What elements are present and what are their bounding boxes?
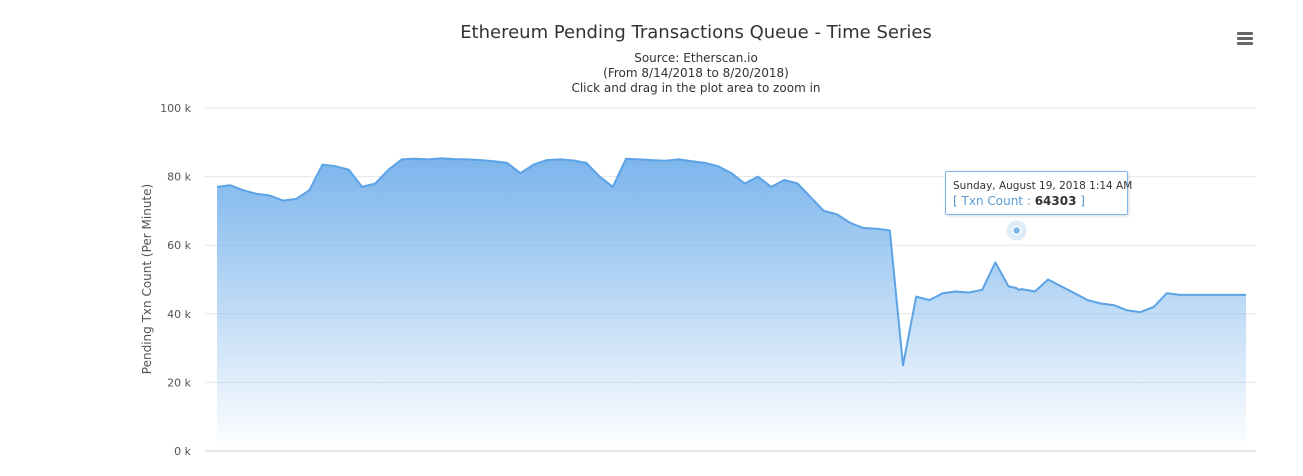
chart-title: Ethereum Pending Transactions Queue - Ti…: [460, 22, 932, 43]
y-tick-label: 100 k: [160, 102, 191, 115]
series-line: [216, 157, 1246, 367]
tooltip-open-bracket: [: [953, 194, 958, 208]
chart-date-range: (From 8/14/2018 to 8/20/2018): [603, 66, 789, 80]
zoom-hint: Click and drag in the plot area to zoom …: [571, 81, 821, 95]
y-tick-label: 40 k: [167, 308, 191, 321]
tooltip-value: 64303: [1034, 194, 1077, 208]
chart-source: Source: Etherscan.io: [634, 51, 758, 65]
y-tick-label: 60 k: [167, 239, 191, 252]
tooltip-series-label: Txn Count: [961, 194, 1024, 208]
tooltip: Sunday, August 19, 2018 1:14 AM [ Txn Co…: [945, 171, 1132, 215]
hamburger-menu-icon[interactable]: [1235, 31, 1255, 47]
series-area: [217, 158, 1246, 451]
y-tick-label: 80 k: [167, 171, 191, 184]
tooltip-close-bracket: ]: [1080, 194, 1085, 208]
tooltip-row: [ Txn Count : 64303 ]: [953, 194, 1085, 208]
tooltip-date: Sunday, August 19, 2018 1:14 AM: [953, 180, 1133, 192]
hover-point[interactable]: [1011, 225, 1022, 236]
y-tick-label: 0 k: [174, 445, 191, 458]
y-axis-label: Pending Txn Count (Per Minute): [140, 184, 154, 374]
y-tick-label: 20 k: [167, 376, 191, 389]
tooltip-separator: :: [1023, 194, 1035, 208]
